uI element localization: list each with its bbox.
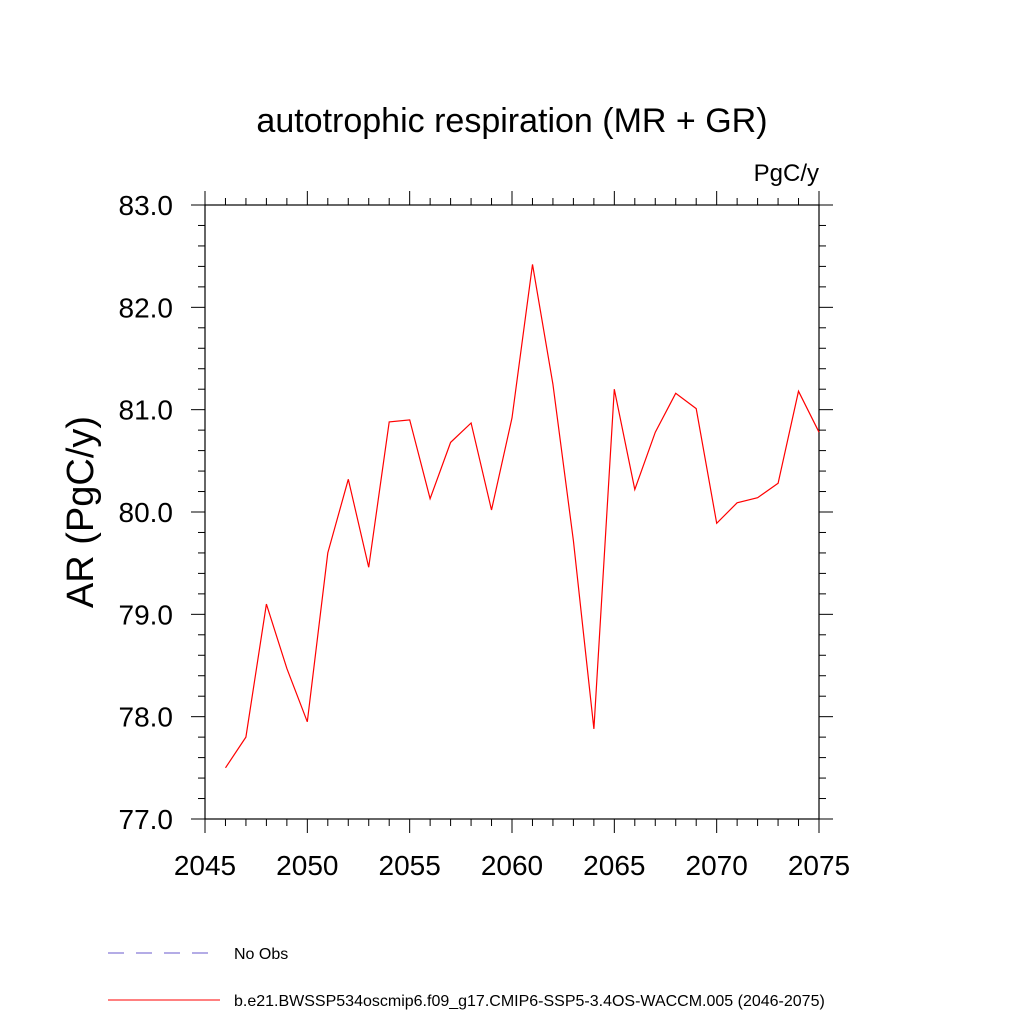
data-point — [756, 496, 759, 499]
data-point — [367, 566, 370, 569]
data-point — [224, 766, 227, 769]
data-point — [408, 418, 411, 421]
y-tick-label: 80.0 — [119, 497, 174, 528]
y-tick-label: 81.0 — [119, 395, 174, 426]
legend: No Obs b.e21.BWSSP534oscmip6.f09_g17.CMIP… — [108, 946, 825, 1010]
data-point — [674, 392, 677, 395]
series-line — [225, 264, 820, 769]
y-tick-label: 78.0 — [119, 702, 174, 733]
x-tick-labels: 2045 2050 2055 2060 2065 2070 2075 — [174, 850, 850, 881]
data-point — [306, 720, 309, 723]
units-label: PgC/y — [754, 160, 819, 187]
x-tick-label: 2060 — [481, 850, 543, 881]
legend-label: b.e21.BWSSP534oscmip6.f09_g17.CMIP6-SSP5… — [234, 993, 825, 1010]
data-point — [490, 508, 493, 511]
y-axis-label: AR (PgC/y) — [60, 416, 102, 608]
data-point — [326, 551, 329, 554]
data-point — [613, 388, 616, 391]
x-tick-label: 2045 — [174, 850, 236, 881]
data-point — [551, 383, 554, 386]
data-point — [244, 736, 247, 739]
data-point — [797, 390, 800, 393]
data-point — [818, 431, 821, 434]
data-point — [429, 497, 432, 500]
data-point — [388, 420, 391, 423]
axis-ticks — [191, 191, 833, 833]
x-tick-label: 2065 — [583, 850, 645, 881]
legend-label: No Obs — [234, 946, 288, 963]
data-point — [531, 263, 534, 266]
y-tick-label: 79.0 — [119, 599, 174, 630]
y-tick-label: 82.0 — [119, 292, 174, 323]
data-point — [633, 488, 636, 491]
data-point — [470, 421, 473, 424]
plot-frame — [204, 204, 820, 820]
x-tick-label: 2050 — [276, 850, 338, 881]
data-point — [592, 727, 595, 730]
data-point — [285, 667, 288, 670]
x-tick-label: 2070 — [686, 850, 748, 881]
y-tick-labels: 77.0 78.0 79.0 80.0 81.0 82.0 83.0 — [119, 190, 174, 835]
data-point — [695, 407, 698, 410]
data-point — [736, 501, 739, 504]
x-tick-label: 2055 — [379, 850, 441, 881]
data-point — [347, 478, 350, 481]
data-point — [265, 603, 268, 606]
data-point — [449, 441, 452, 444]
data-point — [777, 482, 780, 485]
data-point — [511, 416, 514, 419]
y-tick-label: 77.0 — [119, 804, 174, 835]
x-tick-label: 2075 — [788, 850, 850, 881]
data-point — [654, 431, 657, 434]
plot-series — [224, 263, 821, 769]
chart-title: autotrophic respiration (MR + GR) — [256, 102, 767, 140]
data-point — [715, 522, 718, 525]
y-tick-label: 83.0 — [119, 190, 174, 221]
data-point — [572, 539, 575, 542]
